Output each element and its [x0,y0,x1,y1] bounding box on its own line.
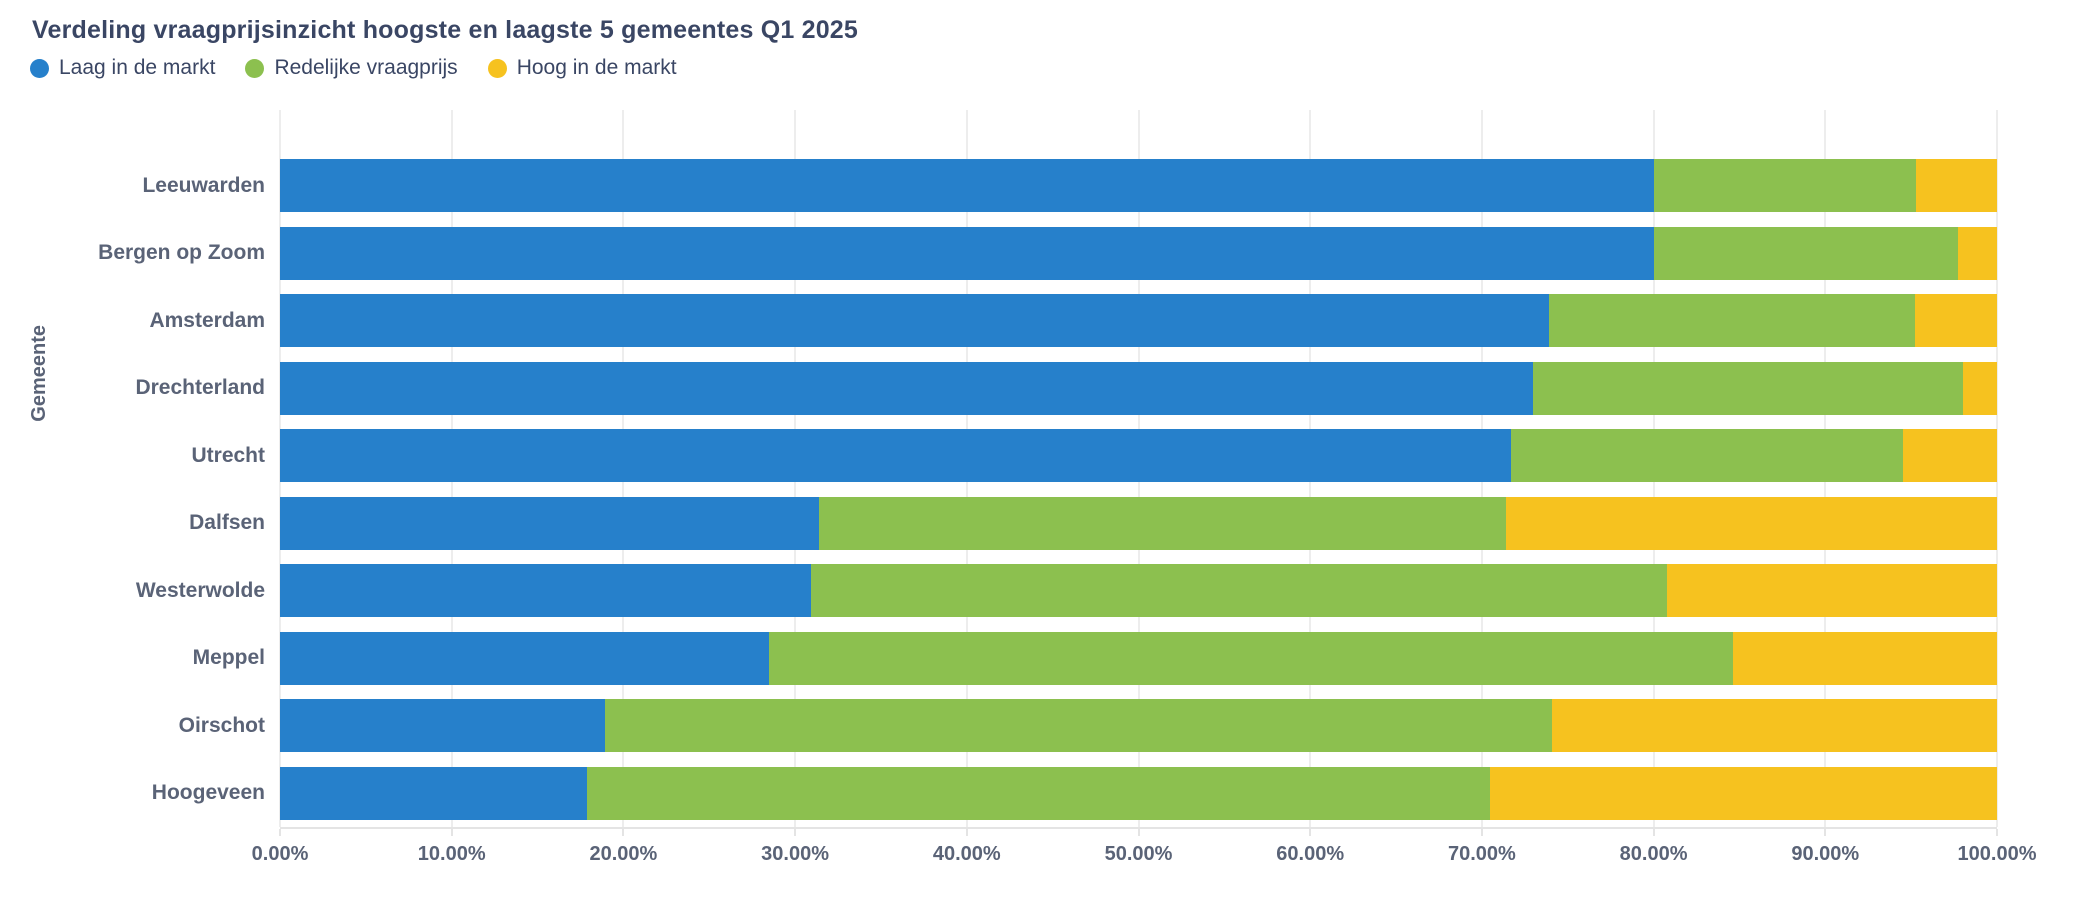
category-label: Utrecht [191,443,265,467]
bar-segment[interactable] [1505,496,1997,550]
legend-item-label: Laag in de markt [59,56,216,79]
stacked-bar [280,226,1997,280]
stacked-bar-chart: Leeuwarden Bergen op Zoom Amsterdam Drechte… [0,110,2096,890]
legend-color-dot-icon [30,58,49,78]
axis-tick [794,829,797,836]
bar-segment[interactable] [604,699,1553,753]
legend: Laag in de markt Redelijke vraagprijs Hoog… [30,56,677,80]
bar-row: Dalfsen [0,490,1997,558]
bar-segment[interactable] [1490,766,1997,820]
stacked-bar [280,429,1997,483]
bar-segment[interactable] [587,766,1491,820]
bar-row: Meppel [0,625,1997,693]
category-label: Dalfsen [189,511,265,535]
bar-segment[interactable] [280,564,811,618]
bar-segment[interactable] [769,631,1733,685]
axis-tick [1996,829,1998,836]
bar-segment[interactable] [280,159,1654,213]
legend-item[interactable]: Hoog in de markt [487,56,677,80]
x-tick-label: 100.00% [1957,843,2037,865]
bar-segment[interactable] [1667,564,1997,618]
bar-segment[interactable] [1732,631,1997,685]
bar-row: Oirschot [0,692,1997,760]
category-label: Amsterdam [149,308,265,332]
axis-tick [965,829,968,836]
category-label: Meppel [192,646,265,670]
axis-tick [1309,829,1312,836]
bar-segment[interactable] [280,766,588,820]
axis-tick [1652,829,1655,836]
x-tick-label: 70.00% [1447,843,1516,865]
category-label: Bergen op Zoom [98,241,265,265]
bar-segment[interactable] [280,631,770,685]
bar-row: Leeuwarden [0,152,1997,220]
bar-segment[interactable] [280,226,1654,280]
axis-tick [450,829,453,836]
bar-segment[interactable] [819,496,1506,550]
axis-tick [1824,829,1827,836]
category-label: Drechterland [135,376,265,400]
bar-rows: Leeuwarden Bergen op Zoom Amsterdam Drechte… [0,152,1997,827]
bar-segment[interactable] [1916,159,1997,213]
axis-tick [622,829,625,836]
stacked-bar [280,496,1997,550]
bar-segment[interactable] [1511,429,1903,483]
bar-segment[interactable] [280,699,605,753]
x-tick-label: 40.00% [932,843,1001,865]
x-tick-label: 30.00% [761,843,830,865]
stacked-bar [280,361,1997,415]
x-tick-label: 60.00% [1276,843,1345,865]
category-label: Westerwolde [135,578,265,602]
x-tick-label: 50.00% [1104,843,1173,865]
x-tick-label: 20.00% [589,843,658,865]
bar-segment[interactable] [1653,226,1958,280]
bar-segment[interactable] [280,496,820,550]
bar-segment[interactable] [1653,159,1917,213]
axis-tick [1480,829,1483,836]
x-tick-label: 0.00% [251,843,309,865]
bar-segment[interactable] [1957,226,1997,280]
bar-segment[interactable] [280,361,1534,415]
bar-segment[interactable] [1533,361,1963,415]
bar-segment[interactable] [1962,361,1997,415]
legend-item[interactable]: Laag in de markt [30,56,215,80]
legend-item[interactable]: Redelijke vraagprijs [245,56,458,80]
bar-segment[interactable] [1914,294,1997,348]
stacked-bar [280,564,1997,618]
stacked-bar [280,766,1997,820]
bar-segment[interactable] [1902,429,1997,483]
bar-segment[interactable] [1548,294,1915,348]
stacked-bar [280,631,1997,685]
bar-row: Utrecht [0,422,1997,490]
bar-segment[interactable] [1552,699,1997,753]
x-tick-label: 80.00% [1619,843,1688,865]
chart-title: Verdeling vraagprijsinzicht hoogste en l… [32,16,859,44]
axis-tick [1137,829,1140,836]
bar-segment[interactable] [810,564,1668,618]
legend-item-label: Hoog in de markt [516,56,677,79]
bar-row: Drechterland [0,355,1997,423]
stacked-bar [280,159,1997,213]
legend-item-label: Redelijke vraagprijs [274,56,458,79]
legend-color-dot-icon [245,58,265,78]
category-label: Hoogeveen [151,781,265,805]
category-label: Leeuwarden [142,173,265,197]
stacked-bar [280,699,1997,753]
stacked-bar [280,294,1997,348]
bar-segment[interactable] [280,429,1512,483]
bar-row: Westerwolde [0,557,1997,625]
category-label: Oirschot [178,713,265,737]
bar-row: Hoogeveen [0,760,1997,828]
bar-row: Amsterdam [0,287,1997,355]
legend-color-dot-icon [487,58,507,78]
axis-tick [279,829,281,836]
bar-segment[interactable] [280,294,1549,348]
x-tick-label: 10.00% [417,843,486,865]
x-axis: 0.00% 10.00% 20.00% 30.00% 40.00% 50.00% 60.00… [252,843,2037,877]
gridline [1996,110,1998,827]
x-tick-label: 90.00% [1791,843,1860,865]
bar-row: Bergen op Zoom [0,220,1997,288]
